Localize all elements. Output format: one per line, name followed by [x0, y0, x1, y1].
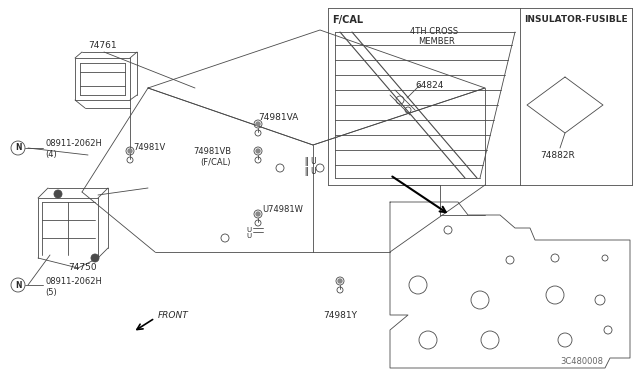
- Text: 74981V: 74981V: [133, 142, 165, 151]
- Text: N: N: [15, 280, 21, 289]
- Text: 74882R: 74882R: [540, 151, 575, 160]
- Circle shape: [128, 149, 132, 153]
- Text: 64824: 64824: [415, 80, 444, 90]
- Text: 74981VA: 74981VA: [258, 113, 298, 122]
- Text: 74761: 74761: [88, 41, 116, 49]
- Circle shape: [91, 254, 99, 262]
- Text: (4): (4): [45, 151, 57, 160]
- Text: U74981W: U74981W: [262, 205, 303, 215]
- Text: 74750: 74750: [68, 263, 97, 272]
- Text: MEMBER: MEMBER: [418, 38, 455, 46]
- Text: FRONT: FRONT: [158, 311, 189, 320]
- Text: INSULATOR-FUSIBLE: INSULATOR-FUSIBLE: [524, 16, 628, 25]
- Text: U: U: [246, 233, 251, 239]
- Text: ǁ U: ǁ U: [305, 157, 317, 167]
- Circle shape: [256, 149, 260, 153]
- Text: ǁ U: ǁ U: [305, 167, 317, 176]
- Circle shape: [54, 190, 62, 198]
- Text: N: N: [15, 144, 21, 153]
- Circle shape: [256, 122, 260, 126]
- Text: 3C480008: 3C480008: [560, 357, 603, 366]
- Text: 4TH CROSS: 4TH CROSS: [410, 28, 458, 36]
- Text: F/CAL: F/CAL: [332, 15, 363, 25]
- Text: (5): (5): [45, 288, 57, 296]
- Text: 08911-2062H: 08911-2062H: [45, 140, 102, 148]
- Text: U: U: [246, 227, 251, 233]
- Text: 74981VB: 74981VB: [193, 148, 231, 157]
- Text: (F/CAL): (F/CAL): [200, 157, 230, 167]
- Text: 74981Y: 74981Y: [323, 311, 357, 320]
- Circle shape: [256, 212, 260, 216]
- Circle shape: [338, 279, 342, 283]
- Text: 08911-2062H: 08911-2062H: [45, 276, 102, 285]
